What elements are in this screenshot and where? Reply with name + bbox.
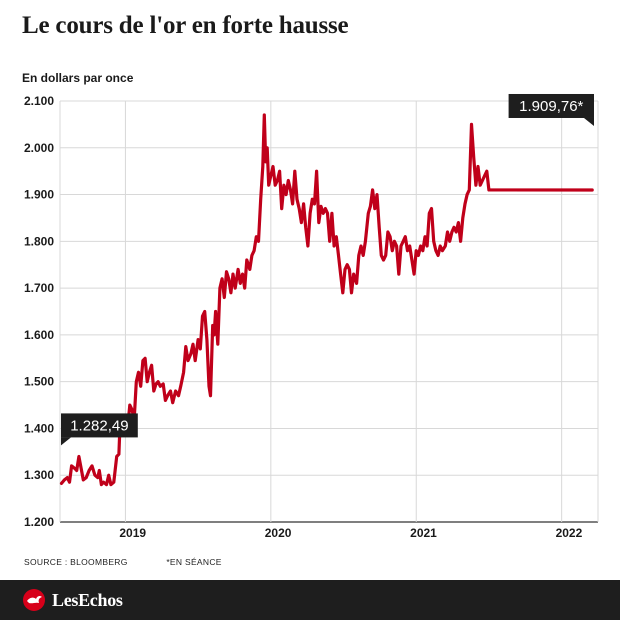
y-tick-label: 1.900 [24,188,54,202]
y-tick-label: 1.200 [24,515,54,529]
y-tick-label: 1.800 [24,234,54,248]
callout-label: 1.909,76* [519,98,583,115]
brand-logo: LesEchos [22,588,123,612]
y-axis-ticks: 1.200 1.300 1.400 1.500 1.600 1.700 1.800 1.900… [24,94,54,529]
x-axis-ticks: 2019 2020 2021 2022 [119,526,582,540]
source-note: SOURCE : BLOOMBERG [24,557,128,567]
y-tick-label: 2.000 [24,141,54,155]
callout-box [508,93,594,118]
callout-pointer [61,437,71,446]
x-tick-label: 2022 [556,526,583,540]
brand-name: LesEchos [52,589,123,610]
callout-label: 1.282,49 [70,417,128,434]
grid [59,100,599,523]
y-tick-label: 1.700 [24,281,54,295]
x-tick-label: 2019 [119,526,146,540]
session-note: *EN SÉANCE [166,557,222,567]
y-tick-label: 1.600 [24,328,54,342]
callout-box [61,413,138,438]
chart-area: 1.200 1.300 1.400 1.500 1.600 1.700 1.800 1.900… [24,93,599,540]
y-tick-label: 1.500 [24,375,54,389]
series-line-gold-price [59,113,594,487]
y-tick-label: 1.400 [24,421,54,435]
y-tick-label: 1.300 [24,468,54,482]
callouts: 1.282,49 1.909,76* [61,93,594,446]
chart-title: Le cours de l'or en forte hausse [22,12,349,39]
x-tick-label: 2020 [265,526,292,540]
y-tick-label: 2.100 [24,94,54,108]
lesechos-logo-icon [23,589,45,611]
unit-label: En dollars par once [22,71,134,85]
footer-notes: SOURCE : BLOOMBERG *EN SÉANCE [24,557,258,567]
x-tick-label: 2021 [410,526,437,540]
callout-pointer [584,117,594,126]
brand-bar: LesEchos [0,580,620,620]
